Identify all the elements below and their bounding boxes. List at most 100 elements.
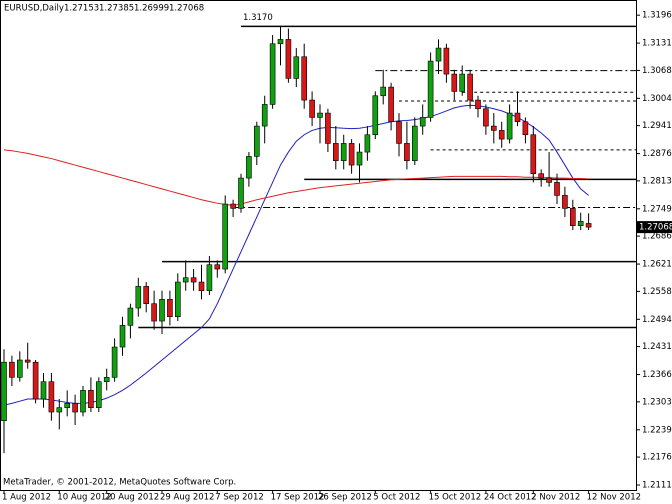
candle-body (96, 381, 102, 408)
x-tick-label: 10 Aug 2012 (57, 493, 111, 503)
candle-body (467, 73, 473, 101)
y-tick-label: 1.21115 (642, 481, 672, 491)
candle-body (309, 99, 315, 118)
header-low: 1.26999 (134, 4, 169, 14)
candle-body (372, 95, 379, 136)
candle-body (56, 407, 63, 413)
x-tick-label: 29 Aug 2012 (160, 493, 214, 503)
candle-body (16, 359, 23, 378)
candle-body (427, 60, 434, 118)
candle-body (498, 130, 505, 140)
candle-body (546, 177, 552, 183)
y-tick-label: 1.31960 (642, 11, 672, 21)
candle-body (577, 221, 584, 227)
moving-average (3, 149, 589, 206)
y-tick-label: 1.31315 (642, 39, 672, 49)
candle-body (569, 208, 576, 227)
y-tick-label: 1.26860 (642, 232, 672, 242)
candle-body (206, 264, 213, 292)
candle-body (190, 277, 197, 283)
candle-body (64, 403, 70, 408)
candle-body (348, 143, 355, 166)
x-tick-label: 26 Sep 2012 (318, 493, 372, 503)
y-tick-label: 1.22390 (642, 425, 672, 435)
candle-body (88, 390, 94, 408)
header-open: 1.27153 (64, 4, 99, 14)
candle-body (419, 117, 426, 127)
candle-body (135, 286, 142, 309)
candle-body (459, 73, 466, 92)
candle-body (356, 151, 363, 166)
candle-body (214, 264, 221, 270)
x-tick-label: 17 Sep 2012 (271, 493, 325, 503)
candle-body (317, 112, 323, 118)
y-tick-label: 1.28765 (642, 149, 672, 159)
x-tick-label: 5 Oct 2012 (373, 493, 420, 503)
candle-body (585, 223, 592, 228)
candle-body (530, 134, 537, 175)
y-tick-label: 1.27490 (642, 204, 672, 214)
x-tick-label: 15 Oct 2012 (429, 493, 482, 503)
candle-body (238, 177, 244, 209)
candle-body (522, 121, 529, 136)
candle-body (182, 277, 189, 283)
candle-body (490, 125, 497, 131)
footer: MetaTrader, © 2001-2012, MetaQuotes Soft… (3, 478, 236, 488)
candle-body (443, 47, 450, 75)
candle-body (475, 99, 481, 110)
candle-body (411, 125, 418, 162)
y-tick-label: 1.30040 (642, 94, 672, 104)
candle-body (40, 381, 47, 400)
candle-body (167, 299, 173, 318)
candle-body (198, 281, 205, 292)
candle-body (261, 104, 268, 127)
x-tick-label: 12 Nov 2012 (587, 493, 641, 503)
y-tick-label: 1.29410 (642, 121, 672, 131)
candle-body (143, 286, 149, 305)
candle-body (301, 56, 308, 101)
y-tick-label: 1.28135 (642, 176, 672, 186)
candle-body (506, 112, 513, 140)
candle-body (451, 73, 458, 92)
price-marker-label: 1.27068 (639, 223, 672, 233)
candle-body (538, 173, 545, 179)
candle-body (340, 143, 347, 162)
candle-body (380, 86, 387, 97)
candle-body (332, 143, 339, 162)
candle-body (246, 156, 252, 179)
candle-body (32, 361, 39, 400)
y-tick-label: 1.24310 (642, 342, 672, 352)
y-tick-label: 1.23665 (642, 370, 672, 380)
candle-body (269, 43, 276, 105)
x-tick-label: 2 Nov 2012 (531, 493, 580, 503)
candle-body (175, 281, 181, 318)
candle-body (80, 390, 86, 413)
candle-body (562, 195, 568, 209)
header-close: 1.27068 (169, 4, 204, 14)
x-tick-label: 1 Aug 2012 (2, 493, 51, 503)
candle-body (24, 359, 31, 363)
y-tick-label: 1.24940 (642, 315, 672, 325)
x-tick-label: 20 Aug 2012 (105, 493, 159, 503)
candle-body (127, 307, 134, 326)
candle-body (230, 203, 236, 209)
candle-body (514, 112, 521, 123)
plot-frame (0, 0, 637, 491)
x-tick-label: 7 Sep 2012 (215, 493, 263, 503)
candle-body (483, 108, 489, 127)
candle-body (111, 346, 118, 378)
candle-body (293, 56, 300, 79)
candle-body (277, 39, 284, 45)
candle-body (1, 361, 7, 421)
candle-body (396, 121, 402, 144)
level-label: 1.3170 (243, 13, 273, 23)
candle-body (285, 39, 292, 79)
y-tick-label: 1.30685 (642, 66, 672, 76)
candle-body (404, 143, 410, 162)
candle-body (435, 47, 442, 62)
candle-body (119, 325, 126, 348)
y-tick-label: 1.23035 (642, 397, 672, 407)
candle-body (554, 182, 560, 196)
y-tick-label: 1.26215 (642, 260, 672, 270)
